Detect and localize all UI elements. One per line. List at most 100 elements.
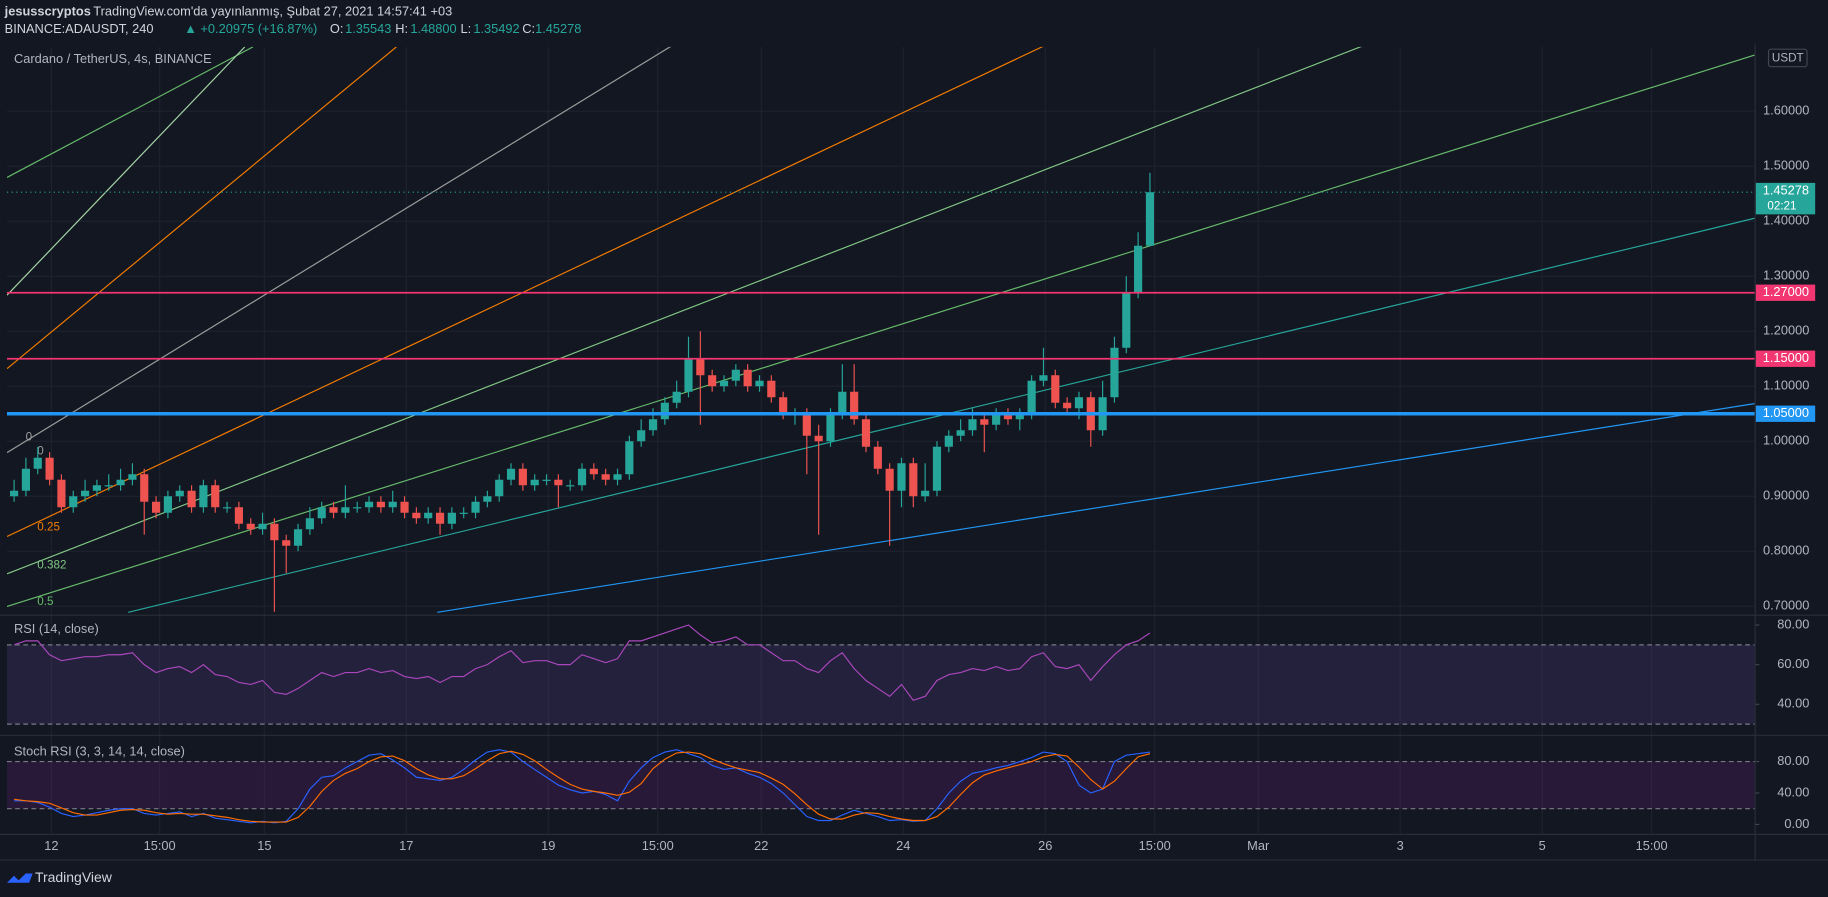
candle-body [873,446,882,469]
x-tick-label: 17 [399,838,413,853]
candle-body [317,507,326,519]
candle-body [850,391,859,420]
y-tick-label: 1.20000 [1763,323,1809,338]
candle-body [282,540,291,546]
candle-body [542,479,551,481]
pane-title: RSI (14, close) [14,621,99,636]
fib-label: 0 [37,444,44,457]
fib-label: 0 [26,431,33,444]
candle-body [187,490,196,508]
candle-body [447,512,456,524]
y-tick-label: 1.00000 [1763,433,1809,448]
candle-body [684,358,693,392]
candle-body [116,479,125,486]
y-tick-label: 0.00 [1784,816,1809,831]
x-tick-label: 12 [44,838,58,853]
candle-body [175,490,184,497]
candle-body [57,479,66,508]
header-l: 1.35492 [473,21,519,36]
candle-body [708,375,717,387]
x-tick-label: 5 [1539,838,1546,853]
candle-body [258,523,267,530]
candle-body [400,501,409,513]
y-tick-label: 80.00 [1777,753,1809,768]
candle-body [767,380,776,398]
series-line [13,624,1151,702]
candle-body [199,485,208,508]
candle-body [518,468,527,486]
candle-body [246,523,255,530]
candle-body [992,413,1001,425]
y-tick-label: 80.00 [1777,616,1809,631]
candle-body [625,441,634,475]
candle-body [932,446,942,491]
x-tick-label: 15 [257,838,271,853]
candle-body [660,402,669,420]
y-tick-label: 40.00 [1777,696,1809,711]
candle-body [672,391,681,403]
trend-line [6,46,1044,538]
grid [6,46,1755,834]
candle-body [81,490,90,497]
level-tag [1755,350,1816,367]
candle-body [45,457,54,480]
candle-body [601,474,610,480]
candle-body [1015,413,1024,420]
candle-body [956,430,965,436]
candle-body [305,518,314,530]
header-user: jesusscryptos [4,3,91,18]
trend-line [6,46,397,370]
candle-body [1074,397,1084,409]
level-label: 1.27000 [1763,284,1809,299]
candle-body [1003,413,1013,420]
trend-line [6,46,246,296]
candle-body [270,523,279,541]
fib-label: 0.5 [37,595,53,608]
x-tick-label: 15:00 [1139,838,1171,853]
level-label: 1.05000 [1763,405,1809,420]
trend-line [437,403,1755,613]
candle-body [506,468,516,480]
candle-body [885,468,894,491]
y-tick-label: 0.70000 [1763,598,1809,613]
level-tag [1755,405,1816,422]
candle-body [826,413,835,442]
candle-body [104,485,113,487]
candle-body [495,479,504,497]
y-tick-label: 40.00 [1777,784,1809,799]
candle-body [1122,292,1131,348]
last-price-tag [1755,182,1816,215]
candle-body [802,413,811,436]
candle-body [613,474,622,480]
candle-body [1134,245,1143,293]
candle-body [944,435,953,447]
header-l-label: L: [460,21,471,36]
trend-line [6,54,1755,608]
candle-body [577,468,587,486]
pane-title: Cardano / TetherUS, 4s, BINANCE [14,51,212,66]
candle-body [1039,375,1048,381]
candle-body [637,430,646,442]
header-change: ▲ +0.20975 (+16.87%) [184,21,317,36]
candle-body [719,380,729,387]
fib-label: 0.25 [37,520,60,533]
candle-body [33,457,42,469]
candle-body [968,419,977,431]
x-tick-label: 22 [754,838,768,853]
candle-body [589,468,598,475]
candle-body [388,501,397,508]
y-tick-label: 0.90000 [1763,488,1809,503]
candle-body [222,507,232,509]
header-o: 1.35543 [345,21,391,36]
band-fill [6,644,1755,725]
x-tick-label: 15:00 [144,838,176,853]
candle-body [779,397,788,414]
y-tick-label: 60.00 [1777,656,1809,671]
candle-body [696,358,705,376]
candle-body [566,485,575,487]
candle-body [909,463,918,497]
unit-label: USDT [1772,52,1804,65]
level-tag [1755,284,1816,301]
x-tick-label: 3 [1397,838,1404,853]
candle-body [10,490,19,497]
